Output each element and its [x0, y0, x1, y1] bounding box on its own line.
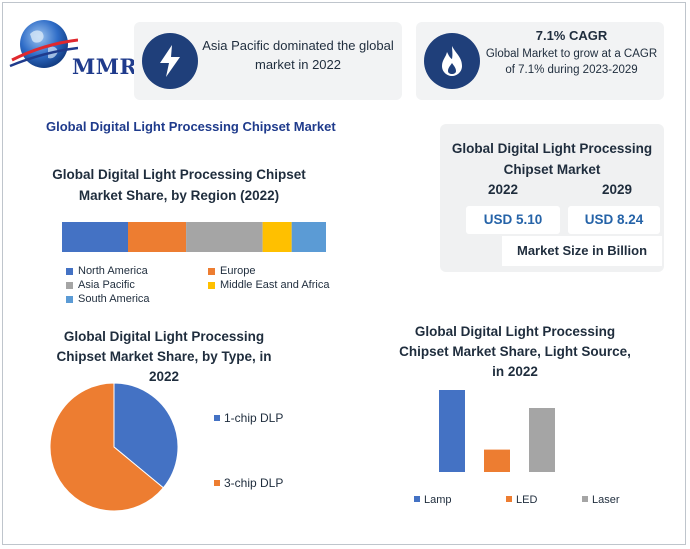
light-legend-label-laser: Laser — [592, 494, 620, 506]
legend-swatch — [208, 281, 215, 289]
cagr-text: Global Market to grow at a CAGR of 7.1% … — [485, 48, 658, 76]
region-stacked-bar — [62, 222, 326, 252]
lightning-icon — [142, 33, 198, 89]
pie-legend-label-1-chip-dlp: 1-chip DLP — [224, 411, 283, 425]
region-chart-title: Global Digital Light Processing Chipset … — [52, 167, 306, 203]
type-pie-chart: 1-chip DLP 3-chip DLP — [49, 382, 283, 512]
legend-swatch — [66, 267, 73, 275]
globe-icon — [9, 20, 79, 68]
highlight-text: Asia Pacific dominated the global market… — [202, 38, 394, 72]
legend-item-south-america: South America — [66, 293, 150, 305]
pie-legend-swatch-1-chip-dlp — [214, 415, 220, 421]
bar-led — [484, 449, 510, 472]
value-2029: USD 8.24 — [568, 206, 660, 234]
pie-slice-3-chip-dlp — [49, 382, 165, 512]
legend-label: Asia Pacific — [78, 279, 135, 291]
light-legend-swatch-lamp — [414, 496, 420, 502]
bar-lamp — [439, 390, 465, 472]
legend-item-europe: Europe — [208, 265, 255, 277]
market-size-card: Global Digital Light Processing Chipset … — [440, 124, 664, 272]
cagr-title: 7.1% CAGR — [535, 28, 608, 43]
pie-legend-swatch-3-chip-dlp — [214, 480, 220, 486]
logo: MMR — [8, 14, 138, 79]
pie-legend-label-3-chip-dlp: 3-chip DLP — [224, 476, 283, 490]
year-2029-label: 2029 — [602, 182, 633, 197]
pie-slice-1-chip-dlp — [113, 382, 179, 489]
bar-segment-south-america — [291, 222, 326, 252]
light-legend-label-lamp: Lamp — [424, 494, 452, 506]
value-2022: USD 5.10 — [466, 206, 560, 234]
legend-label: South America — [78, 293, 150, 305]
light-source-chart-title: Global Digital Light Processing Chipset … — [399, 324, 631, 379]
bar-laser — [529, 408, 555, 472]
light-legend-swatch-led — [506, 496, 512, 502]
legend-label: Europe — [220, 265, 256, 277]
highlight-card-cagr: 7.1% CAGR Global Market to grow at a CAG… — [416, 22, 664, 100]
light-source-bar-chart: Lamp LED Laser — [414, 390, 620, 506]
bar-segment-middle-east-and-africa — [262, 222, 292, 252]
page-title: Global Digital Light Processing Chipset … — [46, 119, 336, 134]
legend-swatch — [208, 267, 215, 275]
legend-item-asia-pacific: Asia Pacific — [66, 279, 135, 291]
bar-segment-north-america — [62, 222, 128, 252]
legend-label: Middle East and Africa — [220, 279, 330, 291]
flame-icon — [424, 33, 480, 89]
legend-swatch — [66, 295, 73, 303]
light-legend-swatch-laser — [582, 496, 588, 502]
highlight-card-region: Asia Pacific dominated the global market… — [134, 22, 402, 100]
type-chart-title: Global Digital Light Processing Chipset … — [56, 329, 272, 384]
market-size-title: Global Digital Light Processing Chipset … — [451, 141, 653, 177]
legend-swatch — [66, 281, 73, 289]
market-size-caption: Market Size in Billion — [502, 236, 662, 266]
legend-item-middle-east-and-africa: Middle East and Africa — [208, 279, 329, 291]
light-legend-label-led: LED — [516, 494, 537, 506]
legend-label: North America — [78, 265, 148, 277]
year-2022-label: 2022 — [488, 182, 519, 197]
bar-segment-europe — [128, 222, 187, 252]
logo-text: MMR — [72, 54, 138, 79]
bar-segment-asia-pacific — [186, 222, 263, 252]
legend-item-north-america: North America — [66, 265, 148, 277]
